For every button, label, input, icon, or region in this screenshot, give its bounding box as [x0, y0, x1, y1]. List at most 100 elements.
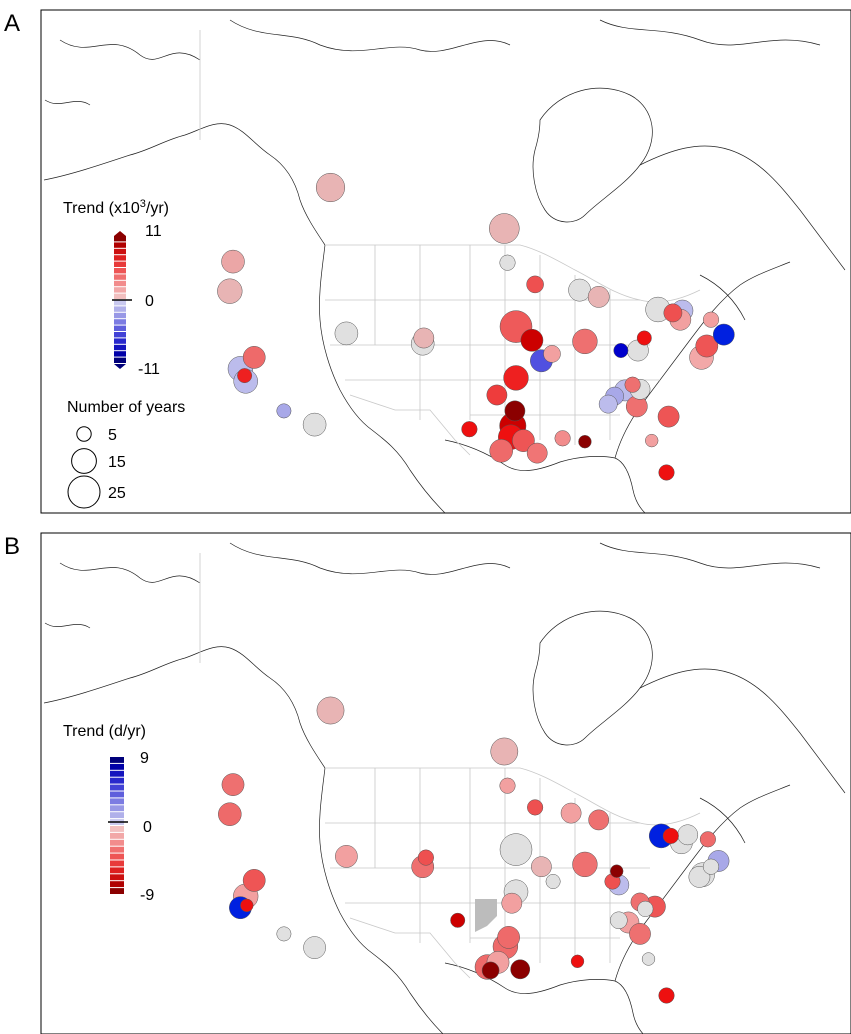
station-point	[499, 777, 516, 794]
station-point	[501, 892, 523, 914]
station-point	[531, 856, 552, 878]
station-point	[237, 368, 253, 384]
panel-b: Trend (d/yr) 9 0 -9	[40, 532, 851, 1034]
station-point	[217, 278, 243, 304]
station-point	[316, 696, 345, 725]
legend-b-max-label: 9	[140, 750, 149, 767]
coastline-arctic	[44, 19, 821, 106]
coastline-arctic	[44, 542, 821, 629]
colorbar-arrow-bottom	[114, 364, 126, 369]
coastline-hudson-bay	[532, 610, 653, 746]
colorbar-segment	[110, 770, 124, 777]
station-point	[568, 278, 591, 302]
station-point	[276, 926, 292, 942]
colorbar-segment	[110, 832, 124, 839]
legend-b-title: Trend (d/yr)	[63, 723, 146, 740]
colorbar-segment	[110, 805, 124, 812]
colorbar-segment	[114, 357, 126, 363]
border-us-mexico	[349, 917, 471, 979]
station-point	[499, 833, 533, 866]
station-point	[510, 959, 531, 980]
station-point	[658, 464, 675, 481]
station-point	[560, 802, 582, 824]
colorbar-segment	[114, 248, 126, 255]
station-point	[526, 275, 544, 294]
station-point	[645, 433, 659, 448]
colorbar-segment	[110, 763, 124, 770]
coastline-labrador	[639, 668, 846, 844]
coastline-alaska	[43, 123, 326, 246]
station-point	[610, 911, 628, 930]
panel-label-b: B	[4, 533, 20, 560]
station-point	[497, 926, 520, 949]
colorbar-segment	[110, 784, 124, 791]
station-point	[527, 799, 544, 816]
size-legend-label: 25	[108, 485, 126, 502]
colorbar-segment	[110, 839, 124, 846]
coastline-gulf	[444, 962, 644, 1034]
station-point	[490, 737, 519, 766]
station-point	[613, 343, 629, 358]
station-point	[486, 384, 508, 406]
station-point	[658, 987, 675, 1004]
legend-a-max-label: 11	[145, 223, 162, 240]
station-point	[588, 809, 610, 831]
legend-b-min-label: -9	[140, 887, 154, 904]
station-point	[572, 851, 598, 878]
station-point	[503, 365, 529, 391]
station-point	[335, 845, 358, 868]
station-point	[554, 430, 571, 447]
colorbar-segment	[114, 312, 126, 319]
station-point	[302, 412, 327, 437]
station-point	[637, 900, 654, 917]
station-point	[413, 327, 435, 349]
station-point	[657, 405, 680, 428]
panel-label-a: A	[4, 10, 20, 37]
colorbar-segment	[110, 812, 124, 819]
station-point	[712, 323, 735, 346]
station-point	[481, 961, 500, 980]
coastline-labrador	[639, 145, 846, 321]
colorbar-segment	[110, 757, 124, 763]
station-point	[334, 321, 359, 346]
colorbar-segment	[110, 777, 124, 784]
colorbar-segment	[110, 888, 124, 894]
station-point	[504, 400, 526, 422]
station-point	[242, 346, 266, 369]
station-point	[526, 442, 548, 464]
station-point	[587, 286, 610, 308]
legend-b-zero-label: 0	[143, 819, 152, 836]
station-point	[315, 172, 346, 203]
colorbar-segment	[114, 332, 126, 338]
station-point	[545, 874, 561, 889]
colorbar-segment	[114, 274, 126, 280]
panel-b-basemap	[43, 542, 846, 1034]
colorbar-arrow-top	[114, 231, 126, 236]
station-point	[242, 869, 266, 892]
station-point	[610, 864, 624, 878]
colorbar-segment	[114, 268, 126, 274]
station-point	[570, 954, 585, 968]
station-point	[629, 923, 651, 945]
colorbar-segment	[110, 798, 124, 805]
colorbar-segment	[110, 791, 124, 798]
station-point	[520, 328, 544, 352]
border-us-canada	[325, 767, 701, 826]
station-point	[218, 802, 242, 826]
coastline-west	[319, 767, 444, 1034]
colorbar-segment	[114, 338, 126, 344]
size-legend-label: 15	[108, 454, 126, 471]
colorbar-segment	[110, 860, 124, 867]
colorbar-segment	[114, 255, 126, 261]
coastline-east	[614, 784, 791, 982]
colorbar-segment	[114, 287, 126, 293]
shaded-region	[475, 899, 497, 932]
station-point	[624, 376, 641, 393]
border-us-mexico	[349, 394, 471, 456]
colorbar-segment	[114, 300, 126, 306]
station-point	[677, 824, 699, 846]
panel-a-points	[217, 172, 735, 481]
station-point	[499, 254, 516, 271]
colorbar-segment	[114, 344, 126, 351]
